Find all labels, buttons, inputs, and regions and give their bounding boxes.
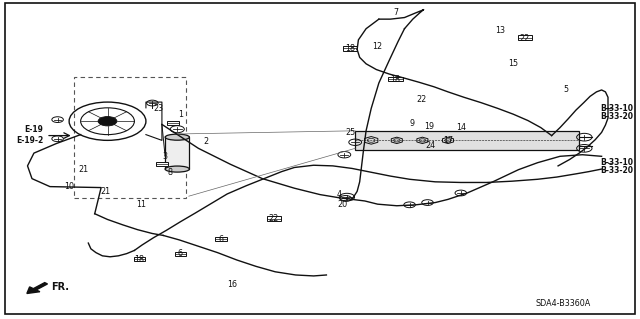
Bar [134,257,145,261]
Text: B-33-20: B-33-20 [600,112,634,121]
Text: 18: 18 [345,44,355,53]
Text: 2: 2 [204,137,209,146]
Text: 6: 6 [178,249,183,258]
Polygon shape [365,137,378,144]
Text: 23: 23 [154,104,164,113]
Text: 24: 24 [425,141,435,150]
Text: 25: 25 [346,128,356,137]
Bar [343,46,357,51]
Ellipse shape [165,166,189,172]
Bar [167,121,179,125]
Text: 14: 14 [456,123,466,132]
FancyArrow shape [27,283,47,293]
Text: 13: 13 [495,26,506,35]
Bar [388,77,403,81]
Text: 17: 17 [443,137,453,145]
Text: 15: 15 [508,59,518,68]
Text: 3: 3 [163,152,168,161]
Text: 10: 10 [64,182,74,191]
Text: SDA4-B3360A: SDA4-B3360A [536,299,591,308]
Text: B-33-20: B-33-20 [600,166,634,175]
Text: 19: 19 [424,122,434,130]
Polygon shape [442,137,454,144]
Text: B-33-10: B-33-10 [600,104,634,113]
Text: 22: 22 [269,214,279,223]
Text: 1: 1 [178,110,183,119]
Text: 16: 16 [227,280,237,289]
Bar [156,162,168,167]
Text: 5: 5 [564,85,569,94]
Text: E-19-2: E-19-2 [16,136,44,145]
Polygon shape [417,137,428,144]
Circle shape [98,116,117,126]
Bar [165,137,189,169]
Text: 9: 9 [410,119,415,128]
Text: E-19: E-19 [25,125,44,134]
Text: 22: 22 [416,95,426,104]
Text: B-33-10: B-33-10 [600,158,634,167]
Bar [355,131,579,150]
Polygon shape [391,137,403,144]
Text: 20: 20 [337,200,348,209]
Bar [175,252,186,256]
Text: 21: 21 [78,165,88,174]
Bar [267,216,281,221]
Text: FR.: FR. [51,282,69,292]
Text: 11: 11 [136,200,146,209]
Text: 7: 7 [393,8,398,17]
Text: 22: 22 [520,34,530,43]
Text: 12: 12 [372,42,383,51]
Text: 8: 8 [167,168,172,177]
Ellipse shape [165,134,189,140]
Bar [215,237,227,241]
Text: 21: 21 [100,187,111,196]
Text: 6: 6 [218,235,223,244]
Text: 4: 4 [337,190,342,199]
Text: 18: 18 [390,75,401,84]
Text: 18: 18 [134,255,145,263]
Bar [518,35,532,40]
Bar [74,77,186,198]
